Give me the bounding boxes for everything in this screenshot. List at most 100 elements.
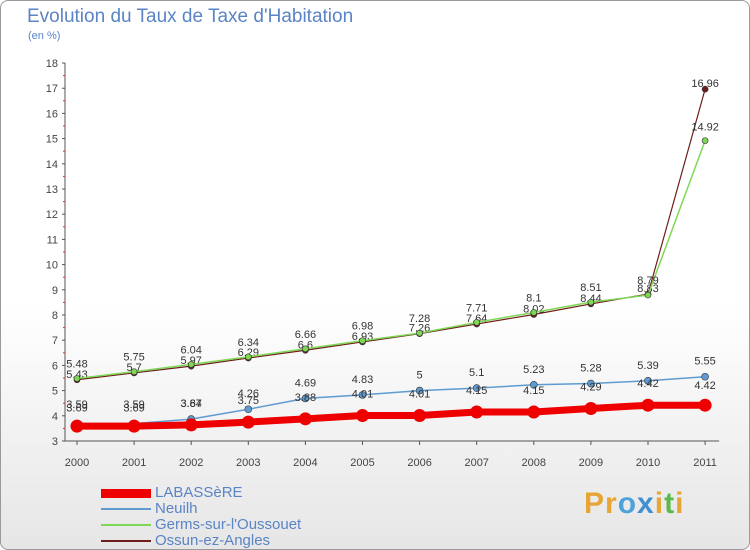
data-label: 3.69: [123, 403, 144, 415]
x-tick-label: 2009: [579, 457, 603, 469]
legend-label: Germs-sur-l'Oussouet: [155, 516, 302, 533]
data-point: [587, 298, 595, 306]
data-point: [130, 368, 138, 376]
chart-title: Evolution du Taux de Taxe d'Habitation: [27, 6, 354, 27]
data-point: [187, 361, 195, 368]
data-label: 7.71: [466, 302, 487, 314]
data-label: 3.59: [123, 399, 144, 411]
data-label: 8.79: [637, 275, 658, 287]
data-point: [413, 409, 427, 423]
data-point: [73, 375, 81, 382]
data-label: 3.88: [295, 392, 316, 404]
series-line: [76, 89, 706, 381]
y-tick-label: 6: [52, 360, 58, 372]
data-point: [644, 291, 652, 299]
data-label: 5.23: [523, 364, 544, 376]
data-label: 4.15: [523, 385, 544, 397]
data-point: [530, 309, 538, 316]
data-point: [356, 409, 369, 423]
data-label: 8.83: [637, 283, 658, 295]
y-tick-label: 14: [46, 159, 58, 171]
data-label: 4.42: [637, 378, 658, 390]
data-label: 5.48: [66, 359, 87, 371]
y-tick-label: 13: [46, 184, 58, 196]
legend-label: LABASSèRE: [155, 484, 243, 501]
logo-letter: i: [654, 487, 665, 520]
x-tick-label: 2011: [693, 457, 717, 469]
data-label: 5: [417, 370, 423, 382]
data-label: 4.01: [352, 389, 373, 401]
series-1: 3.69 3.69 3.87 4.26 4.69 4.83 5 5.1 5.23 5.28 5.39…: [66, 356, 716, 428]
y-tick-label: 12: [46, 209, 58, 221]
y-tick-label: 7: [52, 335, 58, 347]
data-point: [529, 381, 538, 389]
data-point: [244, 405, 253, 414]
data-point: [358, 391, 367, 399]
y-tick-label: 4: [52, 411, 58, 423]
logo-letter: r: [605, 487, 618, 520]
data-point: [302, 345, 309, 353]
x-tick-label: 2000: [65, 457, 89, 469]
data-label: 5.55: [694, 356, 715, 368]
x-tick-label: 2002: [179, 457, 203, 469]
data-label: 4.29: [580, 381, 601, 393]
legend-swatch: [101, 540, 151, 542]
data-label: 5.1: [469, 367, 484, 379]
legend: LABASSèRE Neuilh Germs-sur-l'Oussouet Ossun…: [101, 484, 361, 549]
data-label: 4.42: [694, 380, 715, 392]
data-label: 8.51: [580, 282, 601, 294]
y-tick-label: 9: [52, 285, 58, 297]
data-point: [701, 372, 709, 381]
y-tick-label: 17: [46, 83, 58, 95]
y-axis-unit: (en %): [28, 30, 61, 42]
y-tick-label: 8: [52, 310, 58, 322]
data-point: [416, 329, 423, 337]
data-label: 8.1: [526, 292, 541, 304]
data-point: [127, 419, 141, 433]
series-0: 3.59 3.59 3.64 3.75 3.88 4.01 4.01 4.15 4.15 4.29…: [66, 378, 716, 433]
y-tick-label: 3: [52, 436, 58, 448]
x-tick-label: 2004: [293, 457, 317, 469]
data-label: 6.34: [238, 337, 259, 349]
data-point: [184, 418, 198, 432]
data-point: [472, 384, 481, 392]
data-point: [701, 137, 709, 144]
data-label: 6.98: [352, 321, 373, 333]
x-tick-label: 2008: [522, 457, 546, 469]
data-point: [415, 386, 424, 395]
data-label: 4.26: [238, 388, 259, 400]
data-label: 4.15: [466, 385, 487, 397]
legend-item: Neuilh: [101, 500, 361, 518]
y-tick-label: 11: [47, 234, 58, 246]
data-label: 3.64: [180, 398, 201, 410]
legend-swatch: [101, 489, 151, 498]
series-line: [77, 401, 706, 430]
legend-label: Ossun-ez-Angles: [155, 532, 271, 549]
data-label: 7.28: [409, 313, 430, 325]
data-label: 3.69: [66, 403, 87, 415]
x-tick-label: 2010: [636, 457, 660, 469]
data-label: 16.96: [691, 78, 719, 90]
logo-letter: o: [617, 487, 638, 520]
x-tick-label: 2006: [407, 457, 431, 469]
x-tick-label: 2005: [350, 457, 374, 469]
y-tick-label: 15: [46, 134, 58, 146]
logo-letter: t: [664, 487, 676, 520]
data-point: [644, 376, 652, 385]
data-point: [584, 401, 598, 415]
y-tick-label: 18: [46, 58, 58, 70]
data-label: 4.01: [409, 389, 430, 401]
legend-item: LABASSèRE: [101, 484, 361, 502]
data-label: 3.75: [238, 395, 259, 407]
logo-letter: i: [675, 487, 685, 520]
legend-swatch: [101, 508, 151, 510]
x-tick-label: 2001: [122, 457, 146, 469]
legend-label: Neuilh: [155, 500, 198, 517]
logo-letter: P: [584, 487, 606, 520]
x-tick-label: 2007: [464, 457, 488, 469]
legend-item: Ossun-ez-Angles: [101, 532, 361, 549]
data-point: [473, 319, 481, 326]
series-2: 5.48 5.75 6.04 6.34 6.66 6.98 7.28 7.71 8.1 8.51 8…: [66, 122, 719, 382]
data-point: [701, 85, 709, 93]
